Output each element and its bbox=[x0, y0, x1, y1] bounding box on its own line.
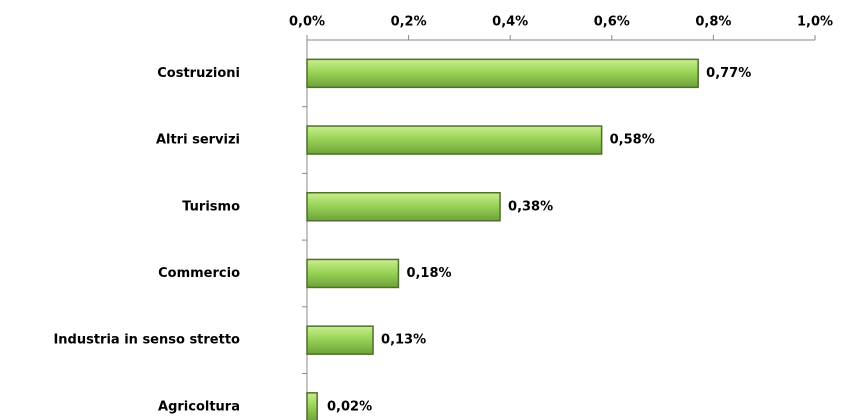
x-tick-label: 0,8% bbox=[695, 15, 731, 30]
bar bbox=[306, 258, 400, 289]
value-label: 0,58% bbox=[610, 133, 655, 148]
bar bbox=[306, 125, 603, 155]
value-label: 0,77% bbox=[706, 66, 751, 81]
bar bbox=[306, 325, 374, 355]
x-tick-label: 1,0% bbox=[797, 15, 833, 30]
y-tick-label: Agricoltura bbox=[158, 399, 240, 414]
y-tick-label: Altri servizi bbox=[156, 133, 240, 148]
x-tick-label: 0,0% bbox=[289, 15, 325, 30]
bar bbox=[306, 392, 318, 420]
bar bbox=[306, 192, 501, 222]
x-tick-label: 0,2% bbox=[391, 15, 427, 30]
y-tick-label: Costruzioni bbox=[157, 66, 240, 81]
y-tick-label: Turismo bbox=[182, 199, 240, 214]
x-tick-label: 0,6% bbox=[594, 15, 630, 30]
y-tick-label: Commercio bbox=[158, 266, 240, 281]
value-label: 0,18% bbox=[406, 266, 451, 281]
bar bbox=[306, 58, 699, 89]
y-tick-label: Industria in senso stretto bbox=[53, 333, 240, 348]
value-label: 0,02% bbox=[327, 399, 372, 414]
value-label: 0,38% bbox=[508, 199, 553, 214]
value-label: 0,13% bbox=[381, 333, 426, 348]
x-tick-label: 0,4% bbox=[492, 15, 528, 30]
